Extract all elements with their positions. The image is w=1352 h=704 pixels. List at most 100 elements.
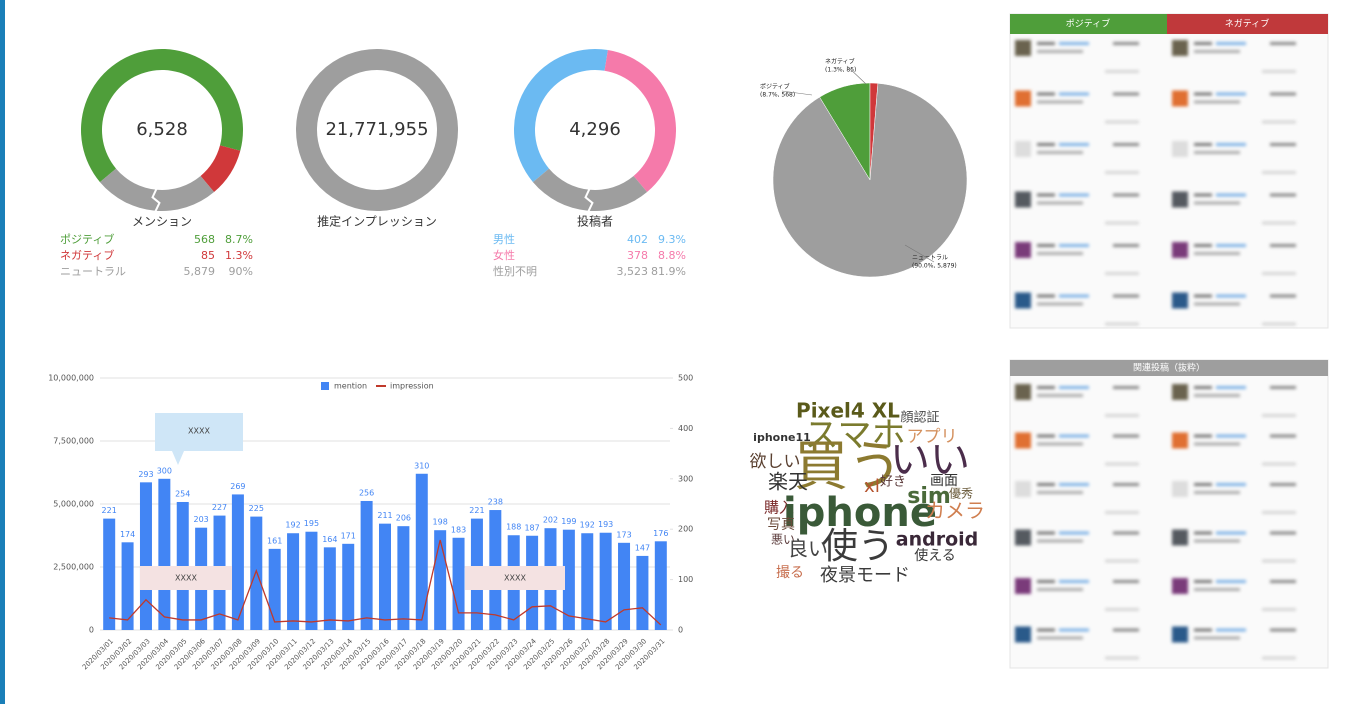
text-line <box>1037 50 1083 53</box>
text-line <box>1262 511 1296 514</box>
avatar <box>1172 40 1188 56</box>
data-label: 256 <box>359 488 374 497</box>
text-line <box>1037 42 1055 45</box>
avatar <box>1015 384 1031 400</box>
text-line <box>1037 580 1055 583</box>
text-line <box>1113 386 1139 389</box>
data-label: 188 <box>506 523 521 532</box>
text-line <box>1194 580 1212 583</box>
bar <box>140 482 152 630</box>
bar <box>250 517 262 630</box>
bar <box>342 544 354 630</box>
text-line <box>1037 151 1083 154</box>
y2-tick-label: 200 <box>678 525 693 534</box>
text-line <box>1262 608 1296 611</box>
text-line <box>1216 295 1246 298</box>
text-line <box>1059 93 1089 96</box>
text-line <box>1037 295 1055 298</box>
legend-name: ニュートラル <box>60 265 126 278</box>
text-line <box>1216 143 1246 146</box>
text-line <box>1262 657 1296 660</box>
text-line <box>1037 588 1083 591</box>
bar <box>636 556 648 630</box>
text-line <box>1105 463 1139 466</box>
text-line <box>1194 194 1212 197</box>
text-line <box>1262 222 1296 225</box>
bar <box>600 533 612 630</box>
center-label: 6,528 <box>136 119 188 140</box>
bar <box>434 530 446 630</box>
data-label: 293 <box>138 470 153 479</box>
text-line <box>1059 244 1089 247</box>
bar <box>655 541 667 630</box>
y-tick-label: 2,500,000 <box>53 563 94 572</box>
data-label: 254 <box>175 489 190 498</box>
text-line <box>1194 295 1212 298</box>
data-label: 203 <box>193 515 208 524</box>
text-line <box>1037 143 1055 146</box>
y2-tick-label: 100 <box>678 575 693 584</box>
cloud-word: 顔認証 <box>900 410 939 426</box>
legend-percent: 1.3% <box>225 249 253 262</box>
text-line <box>1037 532 1055 535</box>
text-line <box>1113 580 1139 583</box>
avatar <box>1172 481 1188 497</box>
legend-name: 男性 <box>493 232 515 246</box>
avatar <box>1015 91 1031 107</box>
text-line <box>1270 580 1296 583</box>
text-line <box>1262 560 1296 563</box>
data-label: 300 <box>157 466 172 475</box>
legend-swatch <box>321 382 329 390</box>
data-label: 310 <box>414 461 429 470</box>
pie-value-label: (90.0%, 5,879) <box>912 263 957 270</box>
text-line <box>1105 560 1139 563</box>
text-line <box>1270 386 1296 389</box>
legend-label: mention <box>334 382 367 391</box>
pie-label: ポジティブ <box>760 83 790 91</box>
text-line <box>1113 435 1139 438</box>
pie-value-label: (1.3%, 85) <box>825 67 856 74</box>
bar <box>453 538 465 630</box>
pie-label: ニュートラル <box>912 255 948 262</box>
text-line <box>1105 511 1139 514</box>
text-line <box>1059 629 1089 632</box>
text-line <box>1194 244 1212 247</box>
text-line <box>1113 532 1139 535</box>
y2-tick-label: 400 <box>678 424 693 433</box>
text-line <box>1105 171 1139 174</box>
legend-name: 女性 <box>493 248 515 262</box>
avatar <box>1172 293 1188 309</box>
legend-value: 85 <box>201 249 215 262</box>
y-tick-label: 10,000,000 <box>48 374 94 383</box>
avatar <box>1172 242 1188 258</box>
data-label: 176 <box>653 529 668 538</box>
text-line <box>1216 194 1246 197</box>
cloud-word: 使う <box>822 526 894 567</box>
legend-value: 5,879 <box>184 265 216 278</box>
donut-title: 投稿者 <box>577 214 613 229</box>
text-line <box>1037 629 1055 632</box>
annotation-text: XXXX <box>188 427 210 436</box>
text-line <box>1194 588 1240 591</box>
text-line <box>1113 295 1139 298</box>
legend-value: 378 <box>627 249 648 262</box>
avatar <box>1015 141 1031 157</box>
avatar <box>1172 91 1188 107</box>
data-label: 198 <box>433 518 448 527</box>
text-line <box>1113 93 1139 96</box>
cloud-word: 撮る <box>776 564 804 581</box>
data-label: 173 <box>616 530 631 539</box>
text-line <box>1059 194 1089 197</box>
cloud-word: 好き <box>880 475 906 490</box>
text-line <box>1270 42 1296 45</box>
y2-tick-label: 300 <box>678 474 693 483</box>
avatar <box>1172 578 1188 594</box>
data-label: 269 <box>230 482 245 491</box>
text-line <box>1037 93 1055 96</box>
text-line <box>1105 657 1139 660</box>
data-label: 221 <box>469 506 484 515</box>
text-line <box>1262 70 1296 73</box>
text-line <box>1105 70 1139 73</box>
avatar <box>1172 384 1188 400</box>
avatar <box>1172 192 1188 208</box>
